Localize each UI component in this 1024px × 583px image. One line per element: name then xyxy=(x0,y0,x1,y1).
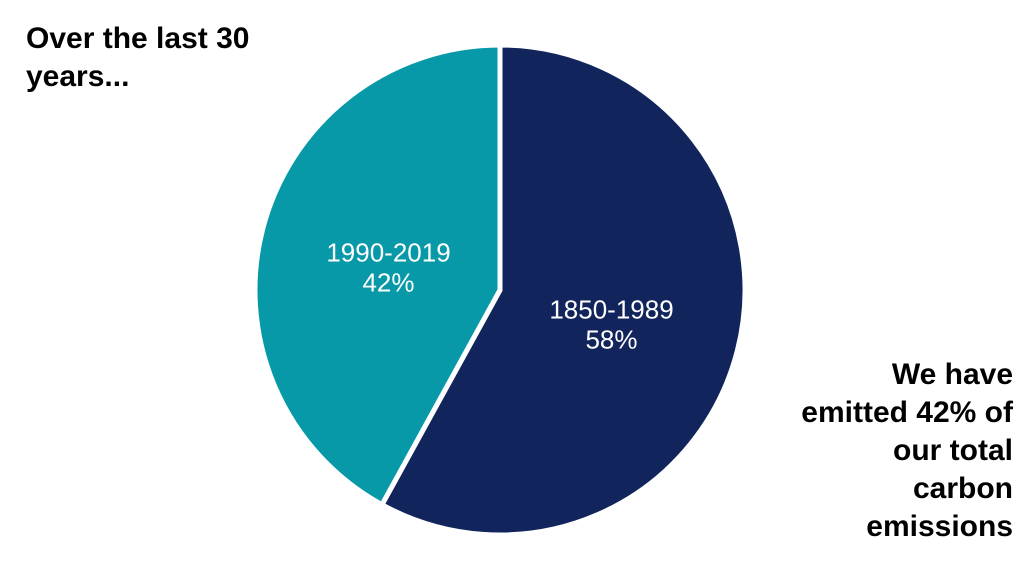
pie-slice-1990-2019 xyxy=(252,42,503,508)
annotation-text: We have emitted 42% of our total carbon … xyxy=(801,358,1013,543)
chart-title: Over the last 30 years... xyxy=(26,22,250,93)
slice-label-1850-1989: 1850-1989 58% xyxy=(549,295,673,355)
pie-slice-1850-1989 xyxy=(379,42,748,538)
slice-label-1990-2019: 1990-2019 42% xyxy=(326,237,450,297)
